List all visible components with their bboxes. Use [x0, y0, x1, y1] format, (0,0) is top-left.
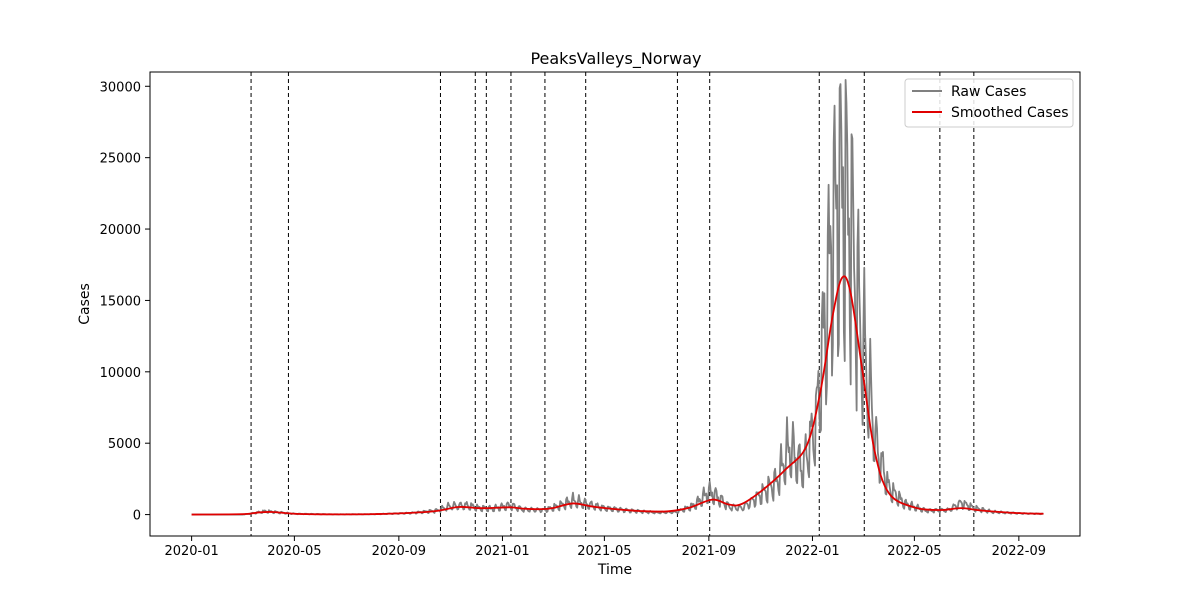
x-tick-label-0: 2020-01	[164, 544, 218, 559]
chart-title: PeaksValleys_Norway	[530, 49, 701, 69]
x-tick-label-3: 2021-01	[475, 544, 529, 559]
x-tick-label-2: 2020-09	[372, 544, 426, 559]
x-tick-label-5: 2021-09	[682, 544, 736, 559]
legend-label-raw: Raw Cases	[951, 84, 1026, 100]
y-tick-label-6: 30000	[100, 80, 141, 95]
plot-lines-layer	[191, 72, 1044, 536]
y-tick-label-0: 0	[133, 509, 141, 524]
legend: Raw Cases Smoothed Cases	[904, 78, 1074, 128]
series-line-raw-cases	[191, 79, 1044, 516]
y-axis-title: Cases	[77, 283, 93, 325]
y-tick-label-5: 25000	[100, 152, 141, 167]
x-tick-label-1: 2020-05	[267, 544, 321, 559]
x-axis-title: Time	[597, 562, 632, 578]
x-tick-label-6: 2022-01	[785, 544, 839, 559]
y-tick-label-3: 15000	[100, 294, 141, 309]
x-tick-label-7: 2022-05	[887, 544, 941, 559]
y-tick-label-4: 20000	[100, 223, 141, 238]
plot-frame	[149, 71, 1081, 537]
x-tick-label-8: 2022-09	[992, 544, 1046, 559]
series-line-smoothed-cases	[191, 275, 1044, 516]
legend-label-smoothed: Smoothed Cases	[951, 105, 1069, 121]
y-tick-label-2: 10000	[100, 366, 141, 381]
axes-layer: 2020-01 2020-05 2020-09 2021-01 2021-05 2021-…	[100, 80, 1046, 559]
legend-box	[904, 78, 1074, 128]
y-tick-label-1: 5000	[108, 437, 141, 452]
x-tick-label-4: 2021-05	[577, 544, 631, 559]
